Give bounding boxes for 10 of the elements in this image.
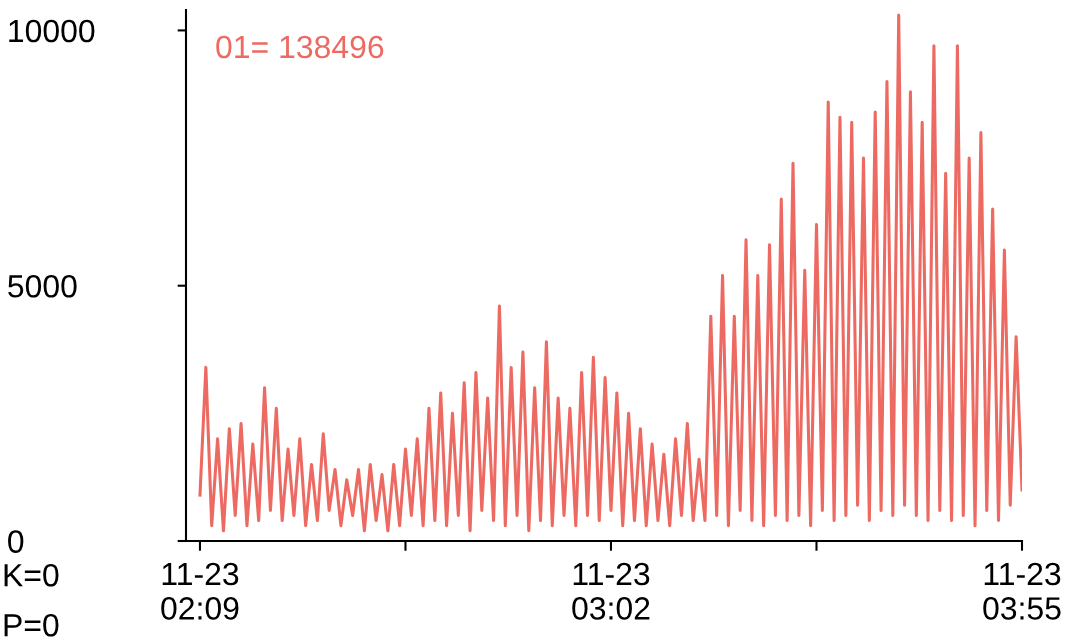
x-tick-label: 11-23 03:55 (983, 562, 1061, 620)
annotation: 01= 138496 (216, 35, 384, 59)
x-tick-label: 11-23 02:09 (161, 562, 239, 620)
text: K=0 (4, 563, 59, 587)
line-series (198, 13, 1022, 533)
text: P=0 (4, 613, 59, 637)
x-tick-label: 11-23 03:02 (572, 562, 650, 620)
y-tick-label: 10000 (9, 19, 95, 43)
y-tick-label: 0 (8, 530, 24, 553)
y-tick-label: 5000 (8, 274, 77, 298)
